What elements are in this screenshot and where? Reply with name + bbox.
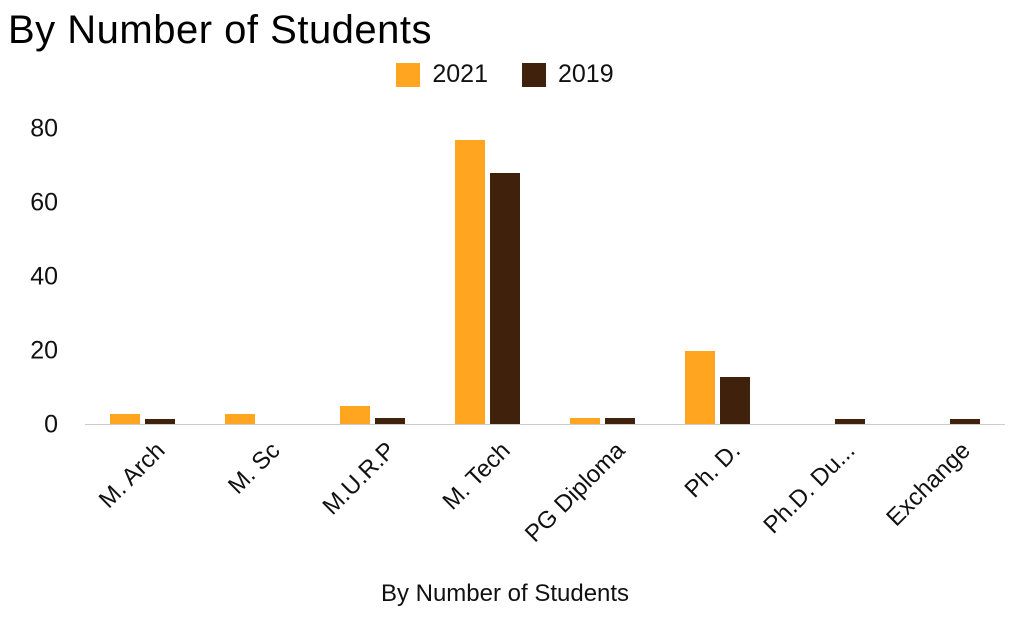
chart-title: By Number of Students [8, 8, 433, 52]
legend-swatch-2021 [396, 62, 421, 87]
y-tick-label: 80 [30, 114, 58, 143]
x-category-slot: M. Sc [200, 427, 315, 547]
x-category-slot: M.U.R.P [315, 427, 430, 547]
y-tick-label: 60 [30, 188, 58, 217]
x-axis-title: By Number of Students [380, 580, 630, 607]
bar-2021 [110, 414, 140, 425]
bar-2019 [145, 419, 175, 425]
x-category-slot: Ph.D. Du... [759, 427, 890, 547]
bar-group-PG Diploma [545, 418, 660, 425]
x-category-label: Exchange [881, 437, 976, 532]
legend-label: 2021 [432, 60, 488, 88]
x-axis-labels: M. Arch M. Sc M.U.R.P M. Tech PG Diploma Ph. … [85, 427, 1005, 548]
bar-group-M. Tech [430, 140, 545, 425]
x-category-label: M. Tech [437, 437, 516, 516]
bar-group-Ph.D. Du... [775, 419, 890, 425]
x-category-label: M.U.R.P [317, 437, 401, 521]
bar-group-M. Arch [85, 414, 200, 425]
bar-2019 [720, 377, 750, 425]
bar-2019 [605, 418, 635, 425]
plot-area [85, 110, 1005, 425]
legend-swatch-2019 [522, 62, 546, 87]
y-tick-label: 0 [44, 410, 58, 439]
bar-group-M. Sc [200, 414, 315, 425]
bar-2021 [570, 418, 600, 425]
x-category-slot: Ph. D. [660, 427, 775, 547]
bar-group-M.U.R.P [315, 406, 430, 425]
x-category-label: Ph. D. [679, 437, 746, 504]
bar-group-Ph. D. [660, 351, 775, 425]
bar-2019 [375, 418, 405, 425]
bar-2019 [950, 419, 980, 425]
y-axis-tick-labels: 0 20 40 60 80 [0, 110, 62, 438]
bar-group-Exchange [890, 419, 1005, 425]
y-tick-label: 20 [30, 336, 58, 365]
x-category-slot: Exchange [881, 427, 1005, 547]
legend-item-2021: 2021 [396, 60, 488, 89]
bar-2019 [490, 173, 520, 425]
bar-2021 [455, 140, 485, 425]
bar-2021 [225, 414, 255, 425]
bar-2021 [685, 351, 715, 425]
bars-layer [85, 110, 1005, 425]
x-category-label: M. Arch [94, 437, 171, 514]
x-category-label: Ph.D. Du... [758, 437, 861, 540]
y-tick-label: 40 [30, 262, 58, 291]
bar-2021 [340, 406, 370, 425]
x-category-label: M. Sc [223, 437, 286, 500]
legend-label: 2019 [558, 60, 614, 88]
legend: 2021 2019 [0, 60, 1010, 89]
bar-2019 [835, 419, 865, 425]
legend-item-2019: 2019 [522, 60, 614, 89]
x-axis-line [85, 424, 1005, 425]
x-category-slot: M. Arch [85, 427, 200, 547]
x-category-slot: PG Diploma [520, 427, 660, 548]
